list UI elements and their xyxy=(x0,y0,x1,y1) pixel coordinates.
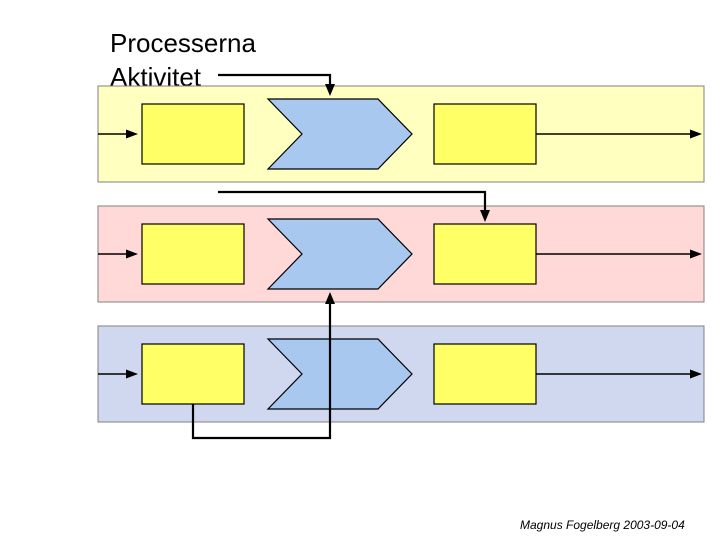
activity-box-4 xyxy=(142,344,244,404)
connector-title-in-to-chevron1 xyxy=(218,75,330,84)
activity-box-3 xyxy=(434,224,536,284)
activity-box-5 xyxy=(434,344,536,404)
footer-credit: Magnus Fogelberg 2003-09-04 xyxy=(520,518,685,532)
activity-box-0 xyxy=(142,104,244,164)
activity-box-2 xyxy=(142,224,244,284)
process-diagram xyxy=(0,0,720,540)
activity-box-1 xyxy=(434,104,536,164)
